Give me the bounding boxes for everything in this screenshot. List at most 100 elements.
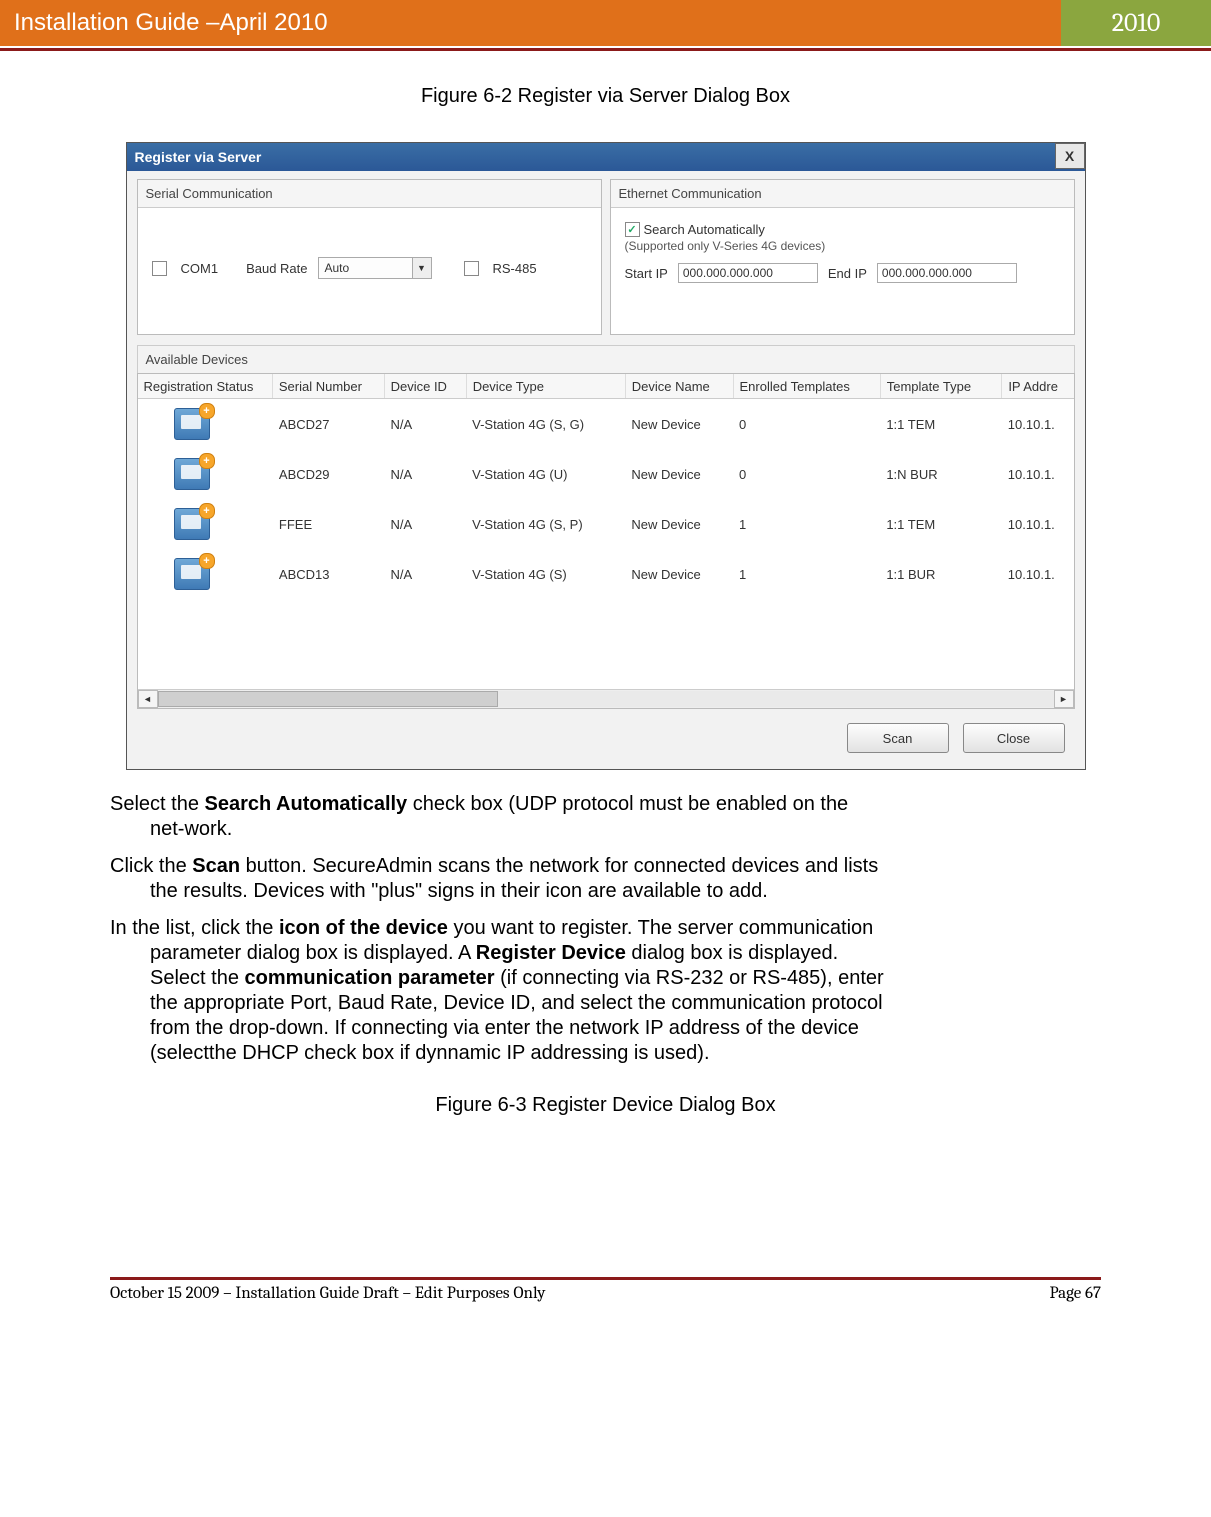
end-ip-label: End IP bbox=[828, 266, 867, 281]
cell-tmpltype: 1:1 TEM bbox=[880, 399, 1001, 449]
serial-panel: Serial Communication COM1 Baud Rate Auto… bbox=[137, 179, 602, 335]
baud-rate-label: Baud Rate bbox=[246, 261, 307, 276]
com1-checkbox[interactable] bbox=[152, 261, 167, 276]
scroll-left-button[interactable]: ◄ bbox=[138, 690, 158, 708]
cell-serial: ABCD27 bbox=[273, 399, 385, 449]
cell-serial: ABCD29 bbox=[273, 449, 385, 499]
table-row[interactable]: FFEE N/A V-Station 4G (S, P) New Device … bbox=[138, 499, 1074, 549]
available-devices-section: Available Devices Registration Status Se… bbox=[137, 345, 1075, 709]
dialog-button-row: Scan Close bbox=[137, 709, 1075, 759]
scroll-right-button[interactable]: ► bbox=[1054, 690, 1074, 708]
horizontal-scrollbar[interactable]: ◄ ► bbox=[138, 689, 1074, 708]
cell-enrolled: 0 bbox=[733, 399, 880, 449]
p3-line4: the appropriate Port, Baud Rate, Device … bbox=[110, 991, 1101, 1016]
cell-devid: N/A bbox=[384, 499, 466, 549]
p3-line2: parameter dialog box is displayed. A Reg… bbox=[110, 941, 1101, 966]
cell-devtype: V-Station 4G (U) bbox=[466, 449, 625, 499]
page: Installation Guide –April 2010 2010 Figu… bbox=[0, 0, 1211, 1327]
com1-label: COM1 bbox=[181, 261, 219, 276]
end-ip-input[interactable]: 000.000.000.000 bbox=[877, 263, 1017, 283]
scan-button-label: Scan bbox=[883, 731, 913, 746]
col-device-id: Device ID bbox=[385, 374, 467, 398]
header-title-left: Installation Guide –April 2010 bbox=[0, 0, 1061, 46]
communication-row: Serial Communication COM1 Baud Rate Auto… bbox=[137, 179, 1075, 335]
col-serial-number: Serial Number bbox=[273, 374, 385, 398]
ip-range-row: Start IP 000.000.000.000 End IP 000.000.… bbox=[625, 263, 1060, 283]
cell-devid: N/A bbox=[384, 399, 466, 449]
p2-bold: Scan bbox=[192, 855, 240, 877]
table-row[interactable]: ABCD13 N/A V-Station 4G (S) New Device 1… bbox=[138, 549, 1074, 599]
cell-enrolled: 1 bbox=[733, 549, 880, 599]
serial-panel-body: COM1 Baud Rate Auto ▼ RS-485 bbox=[138, 208, 601, 334]
scan-button[interactable]: Scan bbox=[847, 723, 949, 753]
dialog-body: Serial Communication COM1 Baud Rate Auto… bbox=[127, 171, 1085, 769]
ethernet-panel-title: Ethernet Communication bbox=[611, 180, 1074, 208]
cell-devname: New Device bbox=[625, 449, 733, 499]
scroll-thumb[interactable] bbox=[158, 691, 498, 707]
start-ip-value: 000.000.000.000 bbox=[683, 266, 773, 280]
col-registration-status: Registration Status bbox=[138, 374, 273, 398]
cell-ip: 10.10.1. bbox=[1002, 399, 1074, 449]
table-row[interactable]: ABCD29 N/A V-Station 4G (U) New Device 0… bbox=[138, 449, 1074, 499]
device-add-icon[interactable] bbox=[174, 558, 210, 590]
end-ip-value: 000.000.000.000 bbox=[882, 266, 972, 280]
device-table: Registration Status Serial Number Device… bbox=[137, 373, 1075, 709]
cell-devname: New Device bbox=[625, 399, 733, 449]
cell-devname: New Device bbox=[625, 499, 733, 549]
cell-serial: ABCD13 bbox=[273, 549, 385, 599]
search-auto-note: (Supported only V-Series 4G devices) bbox=[625, 239, 1060, 253]
cell-enrolled: 0 bbox=[733, 449, 880, 499]
col-ip-address: IP Addre bbox=[1002, 374, 1073, 398]
header-title-right: 2010 bbox=[1061, 0, 1211, 46]
cell-ip: 10.10.1. bbox=[1002, 549, 1074, 599]
serial-panel-title: Serial Communication bbox=[138, 180, 601, 208]
p3-line6: (selectthe DHCP check box if dynnamic IP… bbox=[110, 1041, 1101, 1066]
register-via-server-dialog: Register via Server X Serial Communicati… bbox=[126, 142, 1086, 770]
col-template-type: Template Type bbox=[881, 374, 1003, 398]
search-auto-row: Search Automatically bbox=[625, 222, 1060, 237]
ethernet-panel-body: Search Automatically (Supported only V-S… bbox=[611, 208, 1074, 334]
dialog-close-button[interactable]: X bbox=[1055, 143, 1085, 169]
paragraph-2: Click the Scan button. SecureAdmin scans… bbox=[110, 854, 1101, 904]
search-auto-checkbox[interactable] bbox=[625, 222, 640, 237]
cell-devid: N/A bbox=[384, 549, 466, 599]
p3-bold1: icon of the device bbox=[279, 917, 448, 939]
baud-rate-dropdown[interactable]: Auto ▼ bbox=[318, 257, 432, 279]
search-auto-label: Search Automatically bbox=[644, 222, 765, 237]
close-icon: X bbox=[1065, 148, 1074, 164]
device-add-icon[interactable] bbox=[174, 458, 210, 490]
cell-enrolled: 1 bbox=[733, 499, 880, 549]
cell-tmpltype: 1:1 TEM bbox=[880, 499, 1001, 549]
p2-lead: Click the bbox=[110, 855, 192, 877]
figure-6-3-caption: Figure 6-3 Register Device Dialog Box bbox=[110, 1094, 1101, 1117]
col-device-name: Device Name bbox=[626, 374, 734, 398]
p1-bold: Search Automatically bbox=[205, 793, 408, 815]
header-banner: Installation Guide –April 2010 2010 bbox=[0, 0, 1211, 46]
ethernet-panel: Ethernet Communication Search Automatica… bbox=[610, 179, 1075, 335]
p3-rest1: you want to register. The server communi… bbox=[448, 917, 873, 939]
table-row[interactable]: ABCD27 N/A V-Station 4G (S, G) New Devic… bbox=[138, 399, 1074, 449]
dialog-titlebar: Register via Server X bbox=[127, 143, 1085, 171]
available-devices-title: Available Devices bbox=[137, 345, 1075, 373]
rs485-label: RS-485 bbox=[493, 261, 537, 276]
table-header-row: Registration Status Serial Number Device… bbox=[138, 374, 1074, 399]
p3-lead: In the list, click the bbox=[110, 917, 279, 939]
cell-devid: N/A bbox=[384, 449, 466, 499]
page-footer: October 15 2009 – Installation Guide Dra… bbox=[0, 1284, 1211, 1327]
close-button[interactable]: Close bbox=[963, 723, 1065, 753]
scroll-track[interactable] bbox=[158, 691, 1054, 707]
p1-indent: net-work. bbox=[110, 817, 1101, 842]
rs485-checkbox[interactable] bbox=[464, 261, 479, 276]
cell-ip: 10.10.1. bbox=[1002, 449, 1074, 499]
start-ip-label: Start IP bbox=[625, 266, 668, 281]
cell-devname: New Device bbox=[625, 549, 733, 599]
p1-rest: check box (UDP protocol must be enabled … bbox=[407, 793, 848, 815]
start-ip-input[interactable]: 000.000.000.000 bbox=[678, 263, 818, 283]
device-add-icon[interactable] bbox=[174, 508, 210, 540]
device-add-icon[interactable] bbox=[174, 408, 210, 440]
baud-rate-value: Auto bbox=[325, 261, 350, 275]
footer-wrapper bbox=[0, 1277, 1211, 1280]
p3-line3: Select the communication parameter (if c… bbox=[110, 966, 1101, 991]
table-empty-space bbox=[138, 599, 1074, 689]
cell-devtype: V-Station 4G (S, G) bbox=[466, 399, 625, 449]
